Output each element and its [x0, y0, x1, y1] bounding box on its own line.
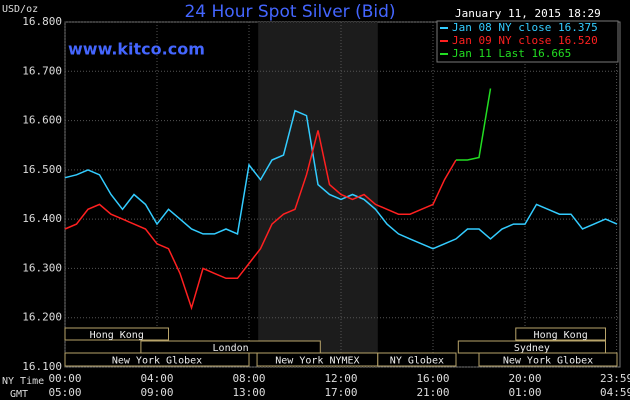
y-tick-label: 16.200 [22, 311, 62, 324]
y-tick-label: 16.600 [22, 114, 62, 127]
chart-title: 24 Hour Spot Silver (Bid) [184, 2, 395, 22]
legend-label: Jan 08 NY close 16.375 [452, 21, 598, 34]
session-label: New York Globex [503, 356, 593, 367]
x-tick-label: 16:00 [416, 372, 449, 385]
x2-tick-label: 01:00 [508, 386, 541, 399]
session-bar [478, 352, 618, 367]
y-tick-label: 16.700 [22, 64, 62, 77]
legend-box [436, 20, 619, 63]
session-label: Hong Kong [534, 330, 588, 341]
x2-tick-label: 05:00 [48, 386, 81, 399]
x-tick-label: 20:00 [508, 372, 541, 385]
x-tick-label: 08:00 [232, 372, 265, 385]
session-bar [64, 352, 250, 367]
session-bar [64, 327, 169, 341]
x2-tick-label: 04:59 [600, 386, 630, 399]
x-axis-label: NY Time [2, 376, 44, 387]
x-tick-label: 00:00 [48, 372, 81, 385]
series-line [64, 109, 618, 250]
session-bar [515, 327, 606, 341]
x2-tick-label: 09:00 [140, 386, 173, 399]
session-bar [377, 352, 457, 367]
series-line [456, 88, 492, 161]
y-tick-label: 16.500 [22, 163, 62, 176]
y-axis-label: USD/oz [2, 4, 38, 15]
x-tick-label: 23:59 [600, 372, 630, 385]
session-label: London [213, 343, 249, 354]
legend-label: Jan 11 Last 16.665 [452, 47, 571, 60]
x-tick-label: 12:00 [324, 372, 357, 385]
session-label: Sydney [514, 343, 550, 354]
x2-tick-label: 17:00 [324, 386, 357, 399]
x2-tick-label: 21:00 [416, 386, 449, 399]
shaded-session [258, 22, 378, 367]
watermark: www.kitco.com [68, 40, 205, 59]
session-label: New York NYMEX [275, 356, 359, 367]
legend-label: Jan 09 NY close 16.520 [452, 34, 598, 47]
series-line [64, 130, 457, 311]
timestamp: January 11, 2015 18:29 [455, 7, 601, 20]
session-label: NY Globex [390, 356, 444, 367]
y-tick-label: 16.100 [22, 360, 62, 373]
x-tick-label: 04:00 [140, 372, 173, 385]
session-label: Hong Kong [90, 330, 144, 341]
y-tick-label: 16.400 [22, 212, 62, 225]
y-tick-label: 16.300 [22, 261, 62, 274]
x2-axis-label: GMT [10, 389, 28, 400]
x2-tick-label: 13:00 [232, 386, 265, 399]
y-tick-label: 16.800 [22, 15, 62, 28]
session-label: New York Globex [112, 356, 202, 367]
